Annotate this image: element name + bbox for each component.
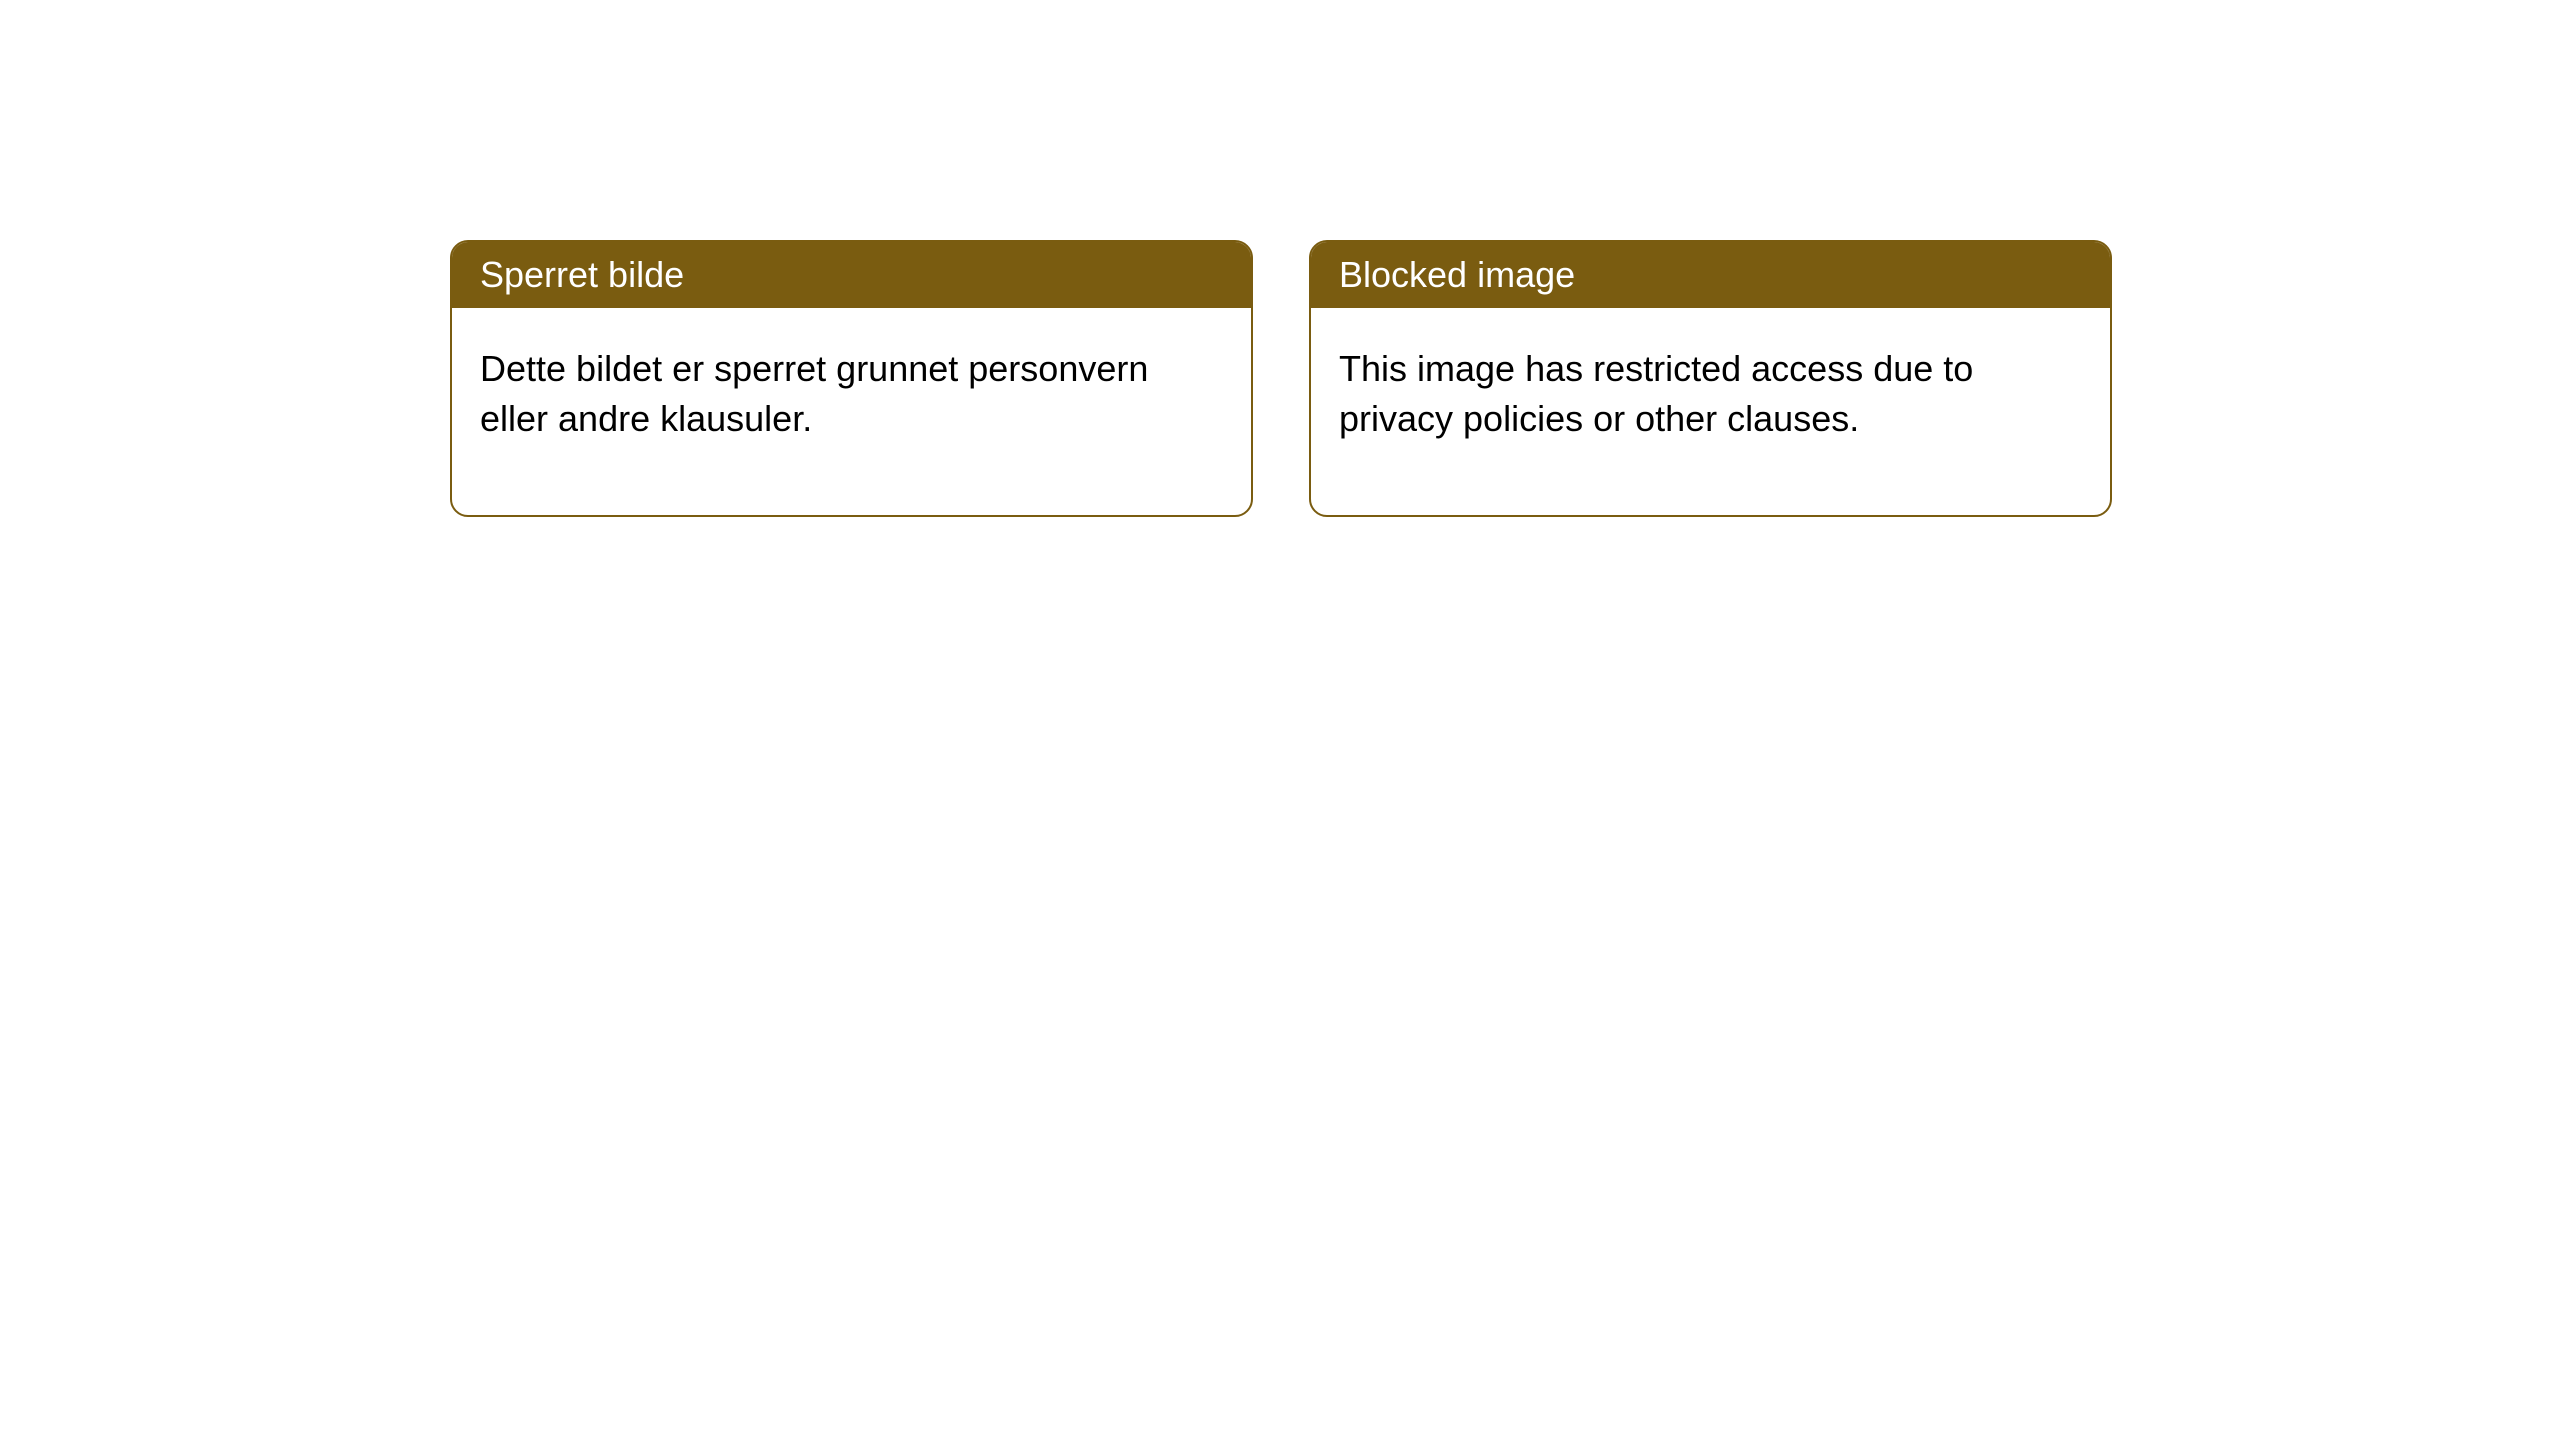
card-body: Dette bildet er sperret grunnet personve… [452,308,1251,515]
card-body-text: Dette bildet er sperret grunnet personve… [480,348,1148,439]
card-header: Sperret bilde [452,242,1251,308]
notice-card-english: Blocked image This image has restricted … [1309,240,2112,517]
card-body-text: This image has restricted access due to … [1339,348,1973,439]
card-body: This image has restricted access due to … [1311,308,2110,515]
card-title: Blocked image [1339,254,1575,295]
card-header: Blocked image [1311,242,2110,308]
notice-card-norwegian: Sperret bilde Dette bildet er sperret gr… [450,240,1253,517]
card-title: Sperret bilde [480,254,684,295]
notice-container: Sperret bilde Dette bildet er sperret gr… [450,240,2112,517]
